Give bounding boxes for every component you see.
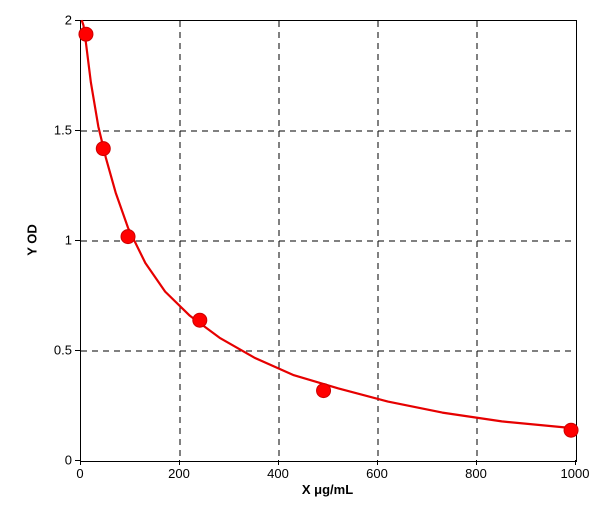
xtick-label: 600 bbox=[366, 466, 388, 481]
xtick-mark bbox=[476, 460, 477, 465]
ytick-mark bbox=[75, 130, 80, 131]
xtick-label: 200 bbox=[168, 466, 190, 481]
ytick-mark bbox=[75, 240, 80, 241]
xtick-label: 0 bbox=[76, 466, 83, 481]
x-axis-label: X μg/mL bbox=[302, 482, 353, 497]
data-marker bbox=[96, 142, 110, 156]
y-axis-label: Y OD bbox=[25, 224, 40, 256]
data-marker bbox=[121, 230, 135, 244]
ytick-label: 2 bbox=[65, 13, 72, 28]
ytick-mark bbox=[75, 350, 80, 351]
xtick-mark bbox=[278, 460, 279, 465]
xtick-mark bbox=[575, 460, 576, 465]
data-marker bbox=[79, 27, 93, 41]
ytick-label: 0 bbox=[65, 453, 72, 468]
xtick-label: 400 bbox=[267, 466, 289, 481]
plot-svg bbox=[81, 21, 576, 461]
xtick-mark bbox=[377, 460, 378, 465]
ytick-label: 0.5 bbox=[54, 343, 72, 358]
data-marker bbox=[193, 313, 207, 327]
ytick-label: 1 bbox=[65, 233, 72, 248]
figure: X μg/mL Y OD 0 200 400 600 800 1000 0 0.5 1 1.5 2 bbox=[0, 0, 600, 516]
plot-area bbox=[80, 20, 577, 462]
ytick-mark bbox=[75, 20, 80, 21]
xtick-mark bbox=[80, 460, 81, 465]
data-marker bbox=[564, 423, 578, 437]
xtick-mark bbox=[179, 460, 180, 465]
xtick-label: 800 bbox=[465, 466, 487, 481]
data-marker bbox=[317, 384, 331, 398]
ytick-mark bbox=[75, 460, 80, 461]
ytick-label: 1.5 bbox=[54, 123, 72, 138]
fit-curve bbox=[82, 21, 571, 428]
xtick-label: 1000 bbox=[561, 466, 590, 481]
